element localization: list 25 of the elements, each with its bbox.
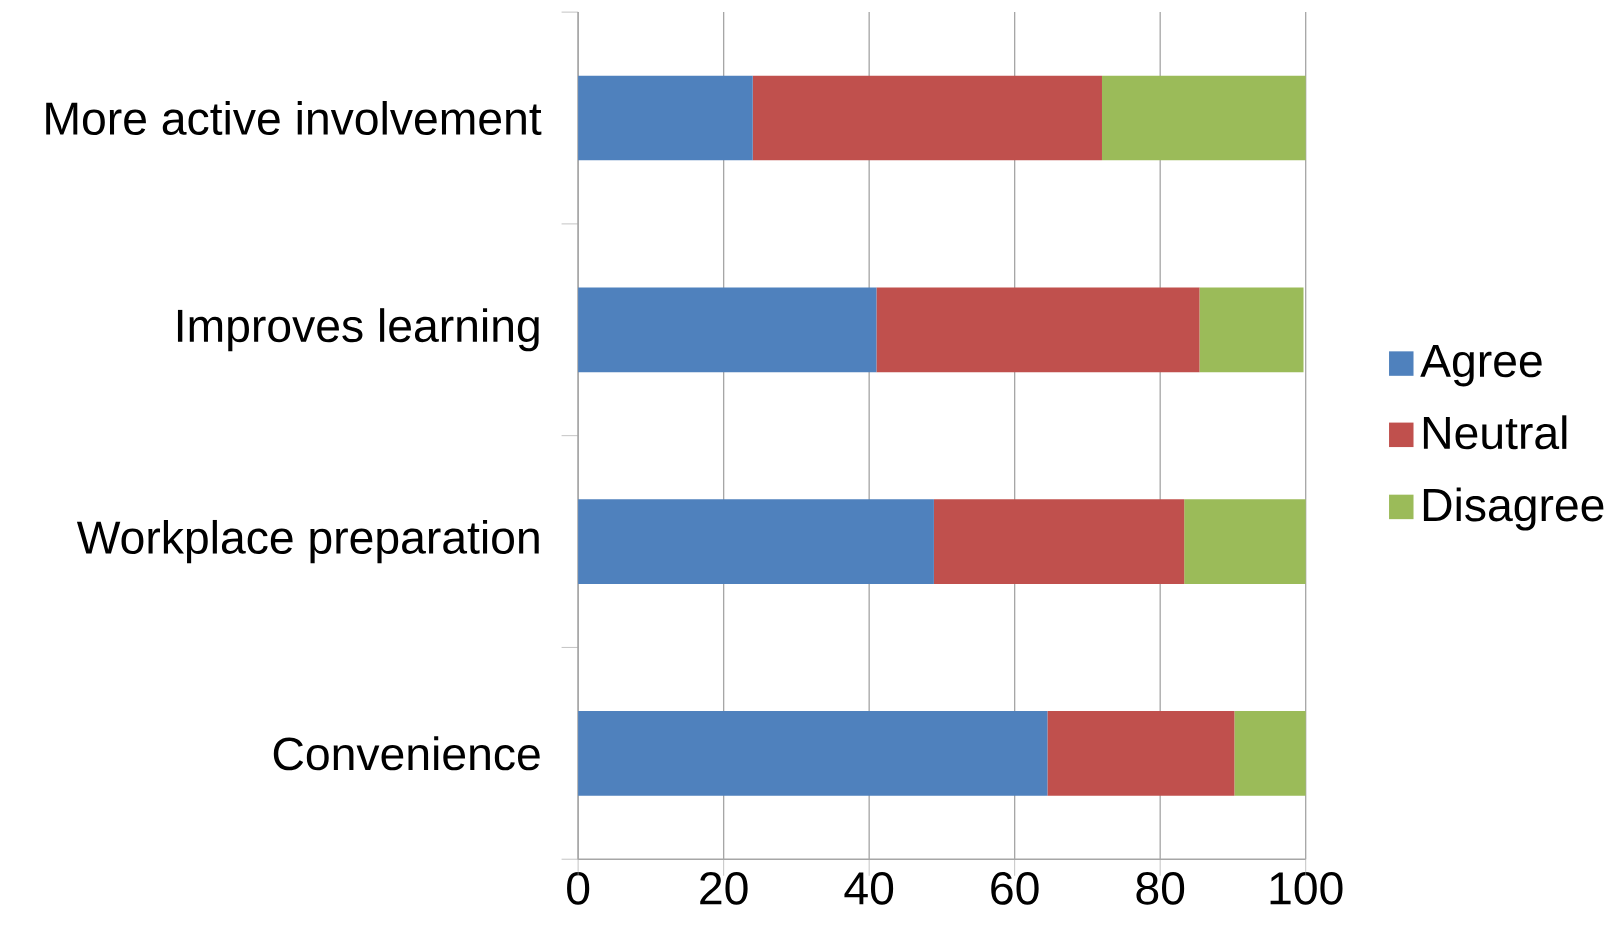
bar bbox=[1101, 75, 1306, 161]
bar bbox=[1184, 499, 1306, 584]
bar bbox=[578, 499, 934, 584]
bar bbox=[1047, 710, 1235, 796]
bar bbox=[578, 75, 753, 161]
x-tick-label: 80 bbox=[1136, 871, 1185, 905]
legend-label: Disagree bbox=[1423, 487, 1604, 531]
legend-label: Agree bbox=[1420, 344, 1542, 387]
bar bbox=[752, 75, 1102, 161]
x-tick-label: 20 bbox=[700, 871, 748, 905]
x-tick-label: 100 bbox=[1270, 871, 1343, 905]
bar bbox=[1199, 287, 1304, 372]
bar bbox=[578, 710, 1048, 796]
bar bbox=[1234, 710, 1306, 796]
y-tick-label: Workplace preparation bbox=[76, 519, 539, 563]
bar bbox=[933, 499, 1185, 584]
y-tick-label: Improves learning bbox=[177, 308, 539, 352]
y-tick-label: Convenience bbox=[273, 736, 540, 771]
x-tick-label: 40 bbox=[844, 871, 894, 905]
bar bbox=[876, 287, 1200, 372]
x-tick-label: 0 bbox=[567, 871, 590, 905]
bar bbox=[578, 287, 877, 372]
x-tick-label: 60 bbox=[991, 871, 1039, 905]
legend-label: Neutral bbox=[1423, 415, 1567, 450]
y-tick-label: More active involvement bbox=[46, 100, 542, 135]
